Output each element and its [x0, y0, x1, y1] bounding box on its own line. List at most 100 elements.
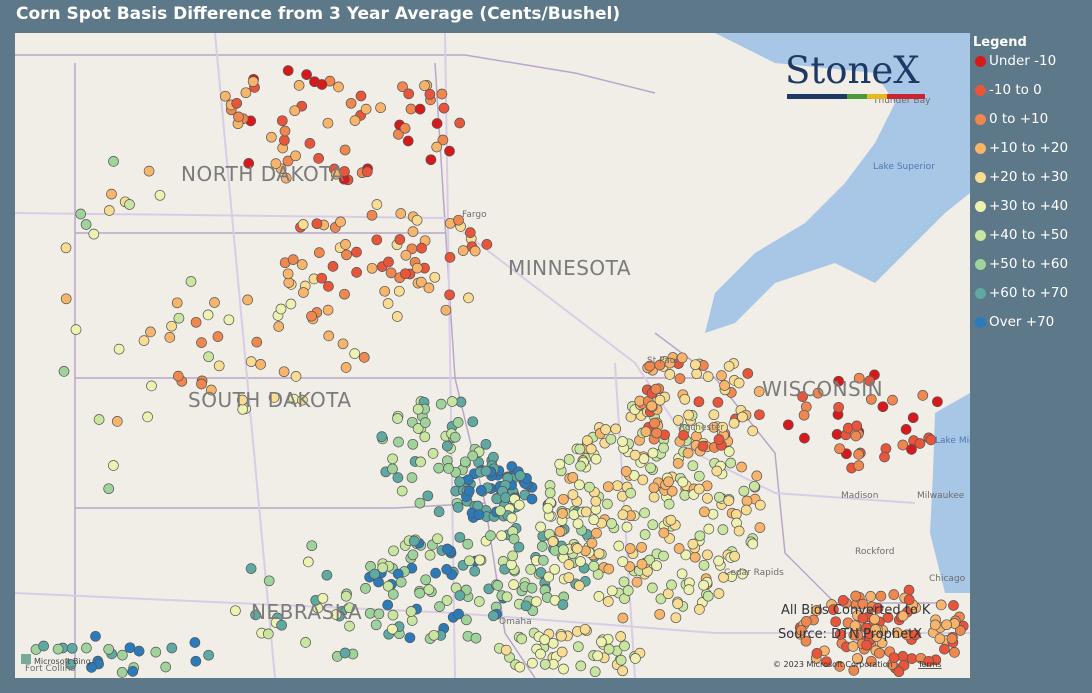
- bid-dot: [795, 624, 807, 636]
- bid-dot: [240, 87, 252, 99]
- legend-swatch: [975, 230, 986, 241]
- lake-superior: [705, 33, 970, 333]
- bid-dot: [103, 643, 115, 655]
- bid-dot: [423, 282, 435, 294]
- bid-dot: [830, 616, 842, 628]
- bid-dot: [719, 380, 730, 391]
- bid-dot: [279, 125, 291, 137]
- bid-dot: [691, 368, 703, 380]
- bid-dot: [419, 80, 430, 92]
- bid-dot: [615, 631, 627, 642]
- bid-dot: [693, 483, 705, 495]
- legend-item: Over +70: [973, 314, 1068, 343]
- terms-link[interactable]: Terms: [917, 660, 942, 669]
- bid-dot: [430, 567, 441, 579]
- bid-dot: [270, 158, 282, 169]
- bid-dot: [687, 460, 699, 472]
- bid-dot: [335, 216, 346, 228]
- bid-dot: [590, 495, 602, 507]
- bid-dot: [475, 485, 487, 496]
- bid-dot: [351, 267, 362, 278]
- bid-dot: [900, 424, 912, 435]
- place-label: Cedar Rapids: [724, 568, 784, 578]
- bid-dot: [585, 443, 597, 455]
- bid-dot: [397, 81, 408, 93]
- legend-swatch: [975, 259, 986, 270]
- bid-dot: [349, 348, 361, 359]
- bid-dot: [297, 394, 308, 406]
- bid-dot: [865, 591, 876, 602]
- bid-dot: [648, 482, 660, 494]
- bid-dot: [535, 648, 546, 660]
- bid-dot: [406, 472, 418, 483]
- bid-dot: [419, 417, 431, 428]
- bid-dot: [811, 605, 823, 616]
- legend-swatch: [975, 56, 986, 67]
- bid-dot: [414, 103, 426, 115]
- bid-dot: [676, 352, 688, 364]
- bid-dot: [361, 166, 373, 178]
- bid-dot: [306, 540, 318, 552]
- bid-dot: [317, 592, 329, 604]
- bid-dot: [925, 434, 937, 446]
- bid-dot: [530, 596, 542, 607]
- bid-dot: [432, 533, 443, 545]
- bid-dot: [366, 209, 378, 221]
- bid-dot: [888, 652, 900, 664]
- bid-dot: [60, 293, 72, 305]
- bid-dot: [323, 281, 334, 292]
- legend-item: +40 to +50: [973, 227, 1068, 256]
- bid-dot: [831, 429, 843, 440]
- legend-item: +60 to +70: [973, 285, 1068, 314]
- bid-dot: [379, 285, 391, 297]
- bid-dot: [714, 491, 725, 503]
- bid-dot: [231, 97, 243, 109]
- water-label: Lake Superior: [873, 162, 935, 172]
- bid-dot: [58, 366, 70, 377]
- bid-dot: [387, 623, 398, 635]
- bid-dot: [419, 431, 431, 443]
- bid-dot: [452, 501, 464, 513]
- bid-dot: [289, 105, 301, 117]
- bid-dot: [651, 560, 662, 572]
- logo-bar: [787, 94, 925, 99]
- bid-dot: [340, 362, 352, 373]
- bid-dot: [412, 403, 424, 415]
- bid-dot: [782, 419, 794, 431]
- bid-dot: [154, 189, 166, 201]
- bid-dot: [453, 608, 464, 620]
- bid-dot: [273, 321, 285, 332]
- bid-dot: [708, 409, 720, 421]
- bid-dot: [602, 481, 614, 493]
- bid-dot: [473, 596, 485, 607]
- bid-dot: [834, 629, 846, 640]
- legend-title: Legend: [973, 35, 1027, 50]
- place-label: Madison: [841, 491, 878, 501]
- bid-dot: [753, 386, 765, 397]
- legend-label: Under -10: [989, 53, 1057, 69]
- state-label: SOUTH DAKOTA: [188, 388, 352, 412]
- note: Source: DTN ProphetX: [778, 627, 922, 642]
- bid-dot: [713, 434, 725, 445]
- bid-dot: [658, 550, 669, 562]
- legend-label: +20 to +30: [989, 169, 1069, 185]
- bid-dot: [655, 593, 667, 605]
- bid-dot: [800, 616, 812, 627]
- bid-dot: [388, 545, 399, 557]
- bid-dot: [906, 444, 917, 455]
- bid-dot: [544, 487, 556, 499]
- bid-dot: [554, 458, 566, 470]
- bid-dot: [572, 641, 584, 653]
- bid-dot: [52, 643, 64, 655]
- bid-dot: [469, 565, 481, 577]
- bid-dot: [666, 485, 678, 497]
- bid-dot: [377, 562, 389, 574]
- bid-dot: [501, 591, 513, 603]
- bid-dot: [146, 380, 157, 392]
- place-label: St Paul: [647, 356, 678, 366]
- place-label: Omaha: [499, 617, 532, 627]
- bid-dot: [879, 451, 890, 463]
- bid-dot: [415, 276, 427, 288]
- bid-dot: [339, 166, 350, 177]
